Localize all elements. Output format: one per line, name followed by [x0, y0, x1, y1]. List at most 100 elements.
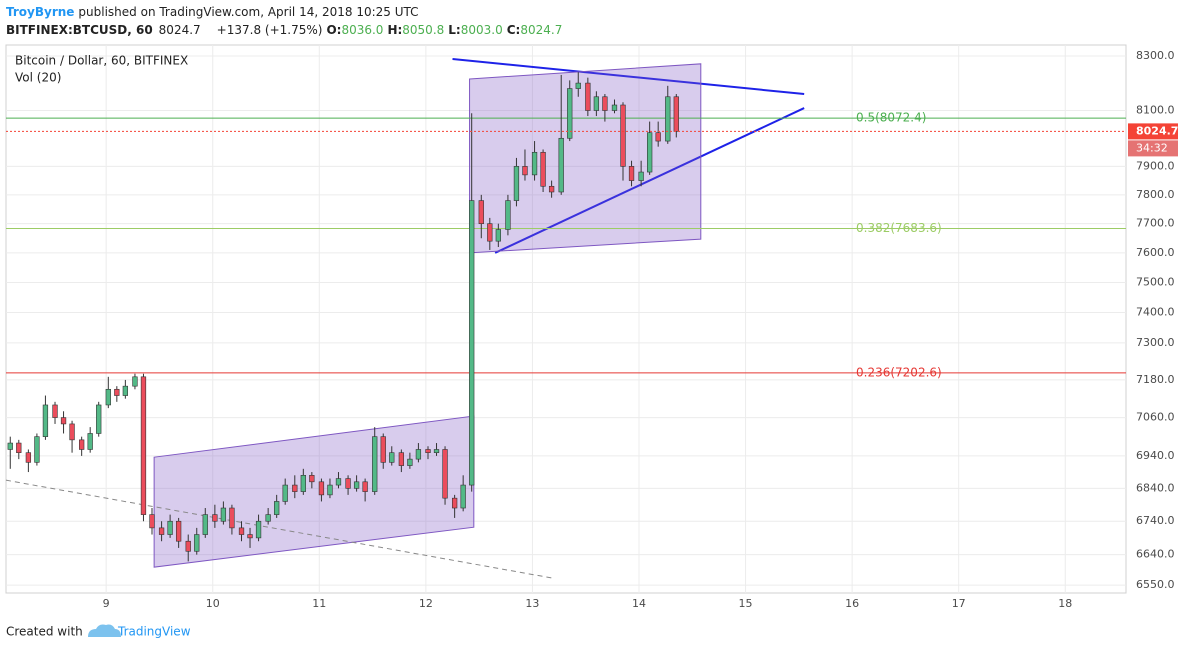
candle-body [229, 507, 235, 529]
candle-body [548, 185, 555, 193]
candle-body [52, 404, 58, 418]
brand-logo [88, 624, 121, 637]
ohlc-label: O: [326, 23, 341, 37]
x-tick-label: 11 [312, 597, 326, 610]
x-tick-label: 13 [525, 597, 539, 610]
y-tick-label: 7180.0 [1136, 373, 1175, 386]
candle-body [655, 132, 661, 142]
candle-body [140, 376, 147, 515]
candle-body [69, 423, 75, 441]
y-tick-label: 7400.0 [1136, 305, 1175, 318]
y-tick-label: 7500.0 [1136, 275, 1175, 288]
candle-body [495, 229, 501, 242]
candle-body [513, 166, 520, 201]
candle-body [87, 433, 93, 450]
candle-body [292, 484, 298, 492]
candle-body [398, 452, 405, 466]
ohlc-value: 8024.7 [520, 23, 562, 37]
candle-body [415, 449, 422, 460]
candle-body [442, 449, 448, 499]
candle-body [505, 200, 511, 230]
candle-body [327, 484, 333, 496]
candle-body [522, 166, 528, 176]
candle-body [407, 458, 413, 466]
fib-label: 0.236(7202.6) [856, 365, 942, 379]
ohlc-label: L: [448, 23, 460, 37]
y-tick-label: 6550.0 [1136, 578, 1175, 591]
symbol-line: BITFINEX:BTCUSD, 60 8024.7 +137.8 (+1.75%)… [6, 23, 562, 37]
candle-body [282, 484, 288, 502]
candle-body [478, 200, 484, 224]
candle-body [167, 520, 173, 535]
x-tick-label: 16 [845, 597, 859, 610]
candle-body [300, 475, 306, 492]
y-tick-label: 6740.0 [1136, 514, 1175, 527]
published: published on TradingView.com, April 14, … [78, 5, 418, 19]
candle-body [114, 388, 120, 396]
candle-body [389, 452, 395, 463]
ohlc-value: 8036.0 [341, 23, 383, 37]
candle-body [425, 449, 431, 453]
y-tick-label: 8100.0 [1136, 104, 1175, 117]
x-tick-label: 18 [1058, 597, 1072, 610]
countdown: 34:32 [1136, 141, 1168, 154]
change: +137.8 (+1.75%) [217, 23, 323, 37]
candle-body [628, 166, 635, 181]
trend-line [452, 57, 805, 96]
candle-body [620, 104, 626, 167]
candle-body [593, 96, 600, 111]
candle-body [255, 520, 262, 539]
candle-body [638, 171, 644, 181]
ohlc-label: C: [507, 23, 521, 37]
candle-body [460, 484, 466, 509]
candle-body [540, 151, 546, 187]
footer-brand[interactable]: TradingView [117, 625, 191, 639]
price-label: 8024.7 [1136, 124, 1178, 137]
symbol: BITFINEX:BTCUSD, 60 [6, 23, 153, 37]
candle-body [238, 527, 245, 535]
candle-body [274, 501, 280, 515]
y-tick-label: 6640.0 [1136, 548, 1175, 561]
x-tick-label: 9 [103, 597, 110, 610]
candle-body [25, 452, 32, 463]
price-badge [1128, 123, 1178, 140]
fib-label: 0.382(7683.6) [856, 221, 942, 235]
y-tick-label: 7600.0 [1136, 246, 1175, 259]
candle-body [380, 436, 386, 463]
candle-body [34, 436, 40, 463]
last: 8024.7 [159, 23, 201, 37]
candle-body [265, 514, 271, 522]
fib-label: 0.5(8072.4) [856, 111, 926, 125]
plot-frame [5, 44, 1127, 594]
candle-body [7, 442, 13, 450]
footer-created: Created with [6, 625, 83, 639]
plot: 0.5(8072.4) 0.382(7683.6) 0.236(7202.6) [5, 45, 1126, 593]
candle-body [318, 481, 325, 496]
y-tick-label: 7900.0 [1136, 159, 1175, 172]
candle-body [647, 132, 653, 173]
candle-body [220, 507, 227, 522]
candle-body [247, 534, 253, 539]
y-tick-label: 8300.0 [1136, 49, 1175, 62]
candle-body [42, 404, 49, 437]
candle-body [149, 514, 155, 529]
candle-body [79, 439, 85, 450]
candle-body [309, 475, 315, 483]
author[interactable]: TroyByrne [6, 5, 74, 19]
candle-body [362, 481, 368, 492]
candle-body [345, 478, 351, 489]
y-tick-label: 6940.0 [1136, 449, 1175, 462]
candle-body [132, 376, 138, 387]
countdown-badge [1128, 140, 1178, 157]
candle-body [353, 481, 360, 489]
candle-body [451, 497, 458, 509]
channel [469, 63, 702, 254]
publish-line: TroyByrne published on TradingView.com, A… [6, 5, 419, 19]
x-tick-label: 14 [632, 597, 646, 610]
candle-body [611, 104, 618, 111]
y-tick-label: 7800.0 [1136, 188, 1175, 201]
candle-body [558, 137, 564, 193]
x-tick-label: 17 [952, 597, 966, 610]
legend-volume: Vol (20) [15, 71, 61, 85]
